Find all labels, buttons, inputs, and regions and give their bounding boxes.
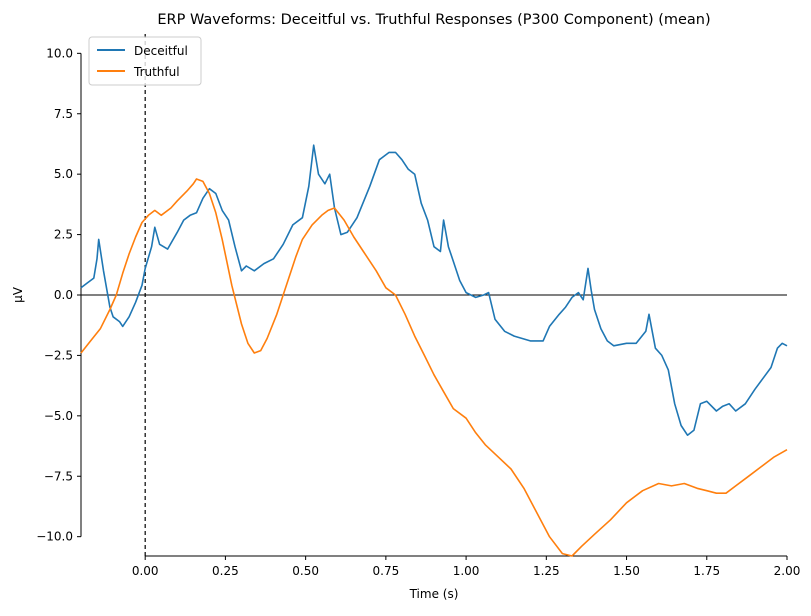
legend: Deceitful Truthful (88, 36, 202, 86)
y-tick-label: 7.5 (54, 107, 73, 121)
x-tick-label: 0.50 (292, 564, 319, 578)
x-tick-label: 0.25 (212, 564, 239, 578)
x-tick-label: 0.00 (132, 564, 159, 578)
x-tick-label: 1.00 (453, 564, 480, 578)
y-tick-label: −2.5 (44, 348, 73, 362)
y-tick-label: 10.0 (46, 46, 73, 60)
y-axis-label: μV (11, 286, 25, 303)
y-tick-label: −10.0 (36, 530, 73, 544)
y-tick-label: 0.0 (54, 288, 73, 302)
y-tick-label: 2.5 (54, 228, 73, 242)
x-tick-label: 1.25 (533, 564, 560, 578)
series-line-deceitful (80, 144, 788, 436)
reference-lines (81, 34, 787, 556)
x-tick-label: 0.75 (373, 564, 400, 578)
x-tick-label: 2.00 (774, 564, 801, 578)
x-axis: 0.00 0.25 0.50 0.75 1.00 1.25 1.50 1.75 2.00 (132, 555, 801, 578)
x-tick-label: 1.50 (613, 564, 640, 578)
x-axis-label: Time (s) (409, 587, 459, 601)
legend-label-truthful: Truthful (133, 65, 180, 79)
y-tick-label: 5.0 (54, 167, 73, 181)
chart-title: ERP Waveforms: Deceitful vs. Truthful Re… (157, 12, 710, 28)
x-tick-label: 1.75 (693, 564, 720, 578)
series-group (80, 144, 788, 557)
series-line-truthful (80, 178, 788, 557)
y-tick-label: −7.5 (44, 469, 73, 483)
y-axis: 10.0 7.5 5.0 2.5 0.0 −2.5 −5.0 −7.5 −10.0 (36, 46, 82, 544)
y-tick-label: −5.0 (44, 409, 73, 423)
legend-label-deceitful: Deceitful (134, 44, 188, 58)
